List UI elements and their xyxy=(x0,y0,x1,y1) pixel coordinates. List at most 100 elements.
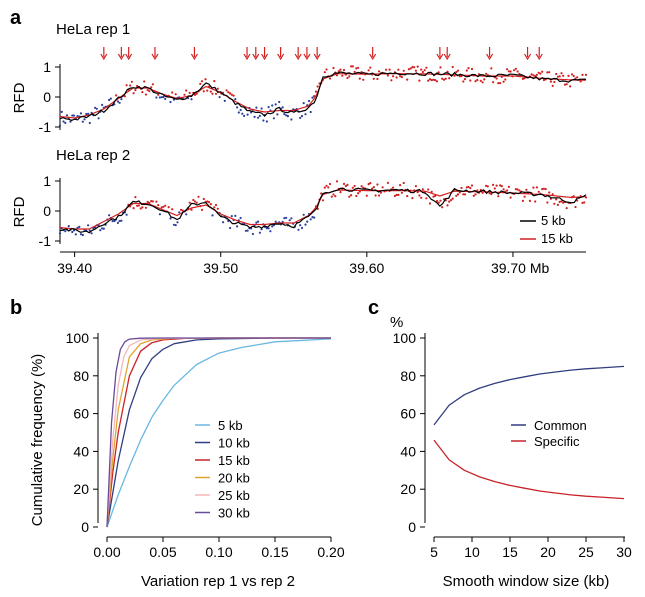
rfd-point xyxy=(234,98,237,101)
rfd-point xyxy=(509,196,512,199)
rep2-plot: HeLa rep 2 RFD -1 0 1 39.40 39.50 39.60 39.70… xyxy=(11,147,588,276)
rfd-point xyxy=(164,97,167,100)
rfd-point xyxy=(197,195,200,198)
rfd-point xyxy=(470,67,474,71)
rfd-point xyxy=(314,90,318,93)
rep1-lines xyxy=(59,71,587,121)
rfd-point xyxy=(467,185,470,189)
rfd-point xyxy=(323,71,326,74)
rfd-point xyxy=(234,214,237,217)
rfd-point xyxy=(469,79,472,82)
rfd-point xyxy=(144,93,147,96)
rfd-point xyxy=(134,196,137,199)
rfd-point xyxy=(541,70,544,73)
rfd-point xyxy=(160,206,163,209)
rfd-point xyxy=(76,115,79,118)
rfd-point xyxy=(556,203,560,206)
x-tick-label: 39.60 xyxy=(349,260,384,276)
rfd-point xyxy=(123,95,126,98)
rfd-point xyxy=(199,82,202,85)
rfd-point xyxy=(285,216,288,219)
rfd-point xyxy=(546,71,549,74)
rfd-point xyxy=(514,188,518,191)
rfd-point xyxy=(479,79,482,82)
rfd-point xyxy=(306,220,309,223)
rfd-point xyxy=(141,91,144,94)
rfd-point xyxy=(222,221,225,224)
origin-arrow-head xyxy=(436,53,444,61)
rfd-point xyxy=(541,188,544,191)
rfd-point xyxy=(271,104,274,107)
rfd-point xyxy=(572,74,575,78)
rfd-point xyxy=(565,83,568,86)
rfd-point xyxy=(232,94,235,97)
legend-label: Common xyxy=(534,418,587,433)
rfd-point xyxy=(437,71,440,74)
rfd-point xyxy=(400,191,403,194)
rfd-point xyxy=(353,70,356,73)
rfd-point xyxy=(386,74,389,77)
rfd-point xyxy=(251,232,254,236)
rfd-point xyxy=(143,80,146,83)
rep1-plot: HeLa rep 1 RFD -1 0 1 xyxy=(11,21,588,135)
rfd-point xyxy=(230,93,233,96)
rfd-point xyxy=(458,75,461,78)
rfd-point xyxy=(434,194,437,197)
y-tick-label: 60 xyxy=(400,406,416,422)
rfd-point xyxy=(406,78,409,81)
rfd-point xyxy=(206,89,209,92)
rfd-point xyxy=(185,89,188,92)
rfd-point xyxy=(190,208,193,211)
legend-label: 25 kb xyxy=(218,488,250,503)
rfd-point xyxy=(486,185,489,188)
rfd-point xyxy=(495,184,498,187)
rfd-point xyxy=(207,201,211,204)
origin-arrow-head xyxy=(535,53,543,61)
rfd-point xyxy=(139,207,142,210)
series-line-15kb xyxy=(59,189,587,230)
origin-arrow-head xyxy=(151,53,159,61)
rfd-point xyxy=(316,85,319,88)
rfd-point xyxy=(414,185,417,188)
rfd-point xyxy=(388,68,391,71)
rfd-point xyxy=(327,186,330,189)
origin-arrow-head xyxy=(486,53,494,61)
rfd-point xyxy=(192,198,195,202)
legend-label: 10 kb xyxy=(218,436,250,451)
x-tick-label: 5 xyxy=(430,544,438,560)
rfd-point xyxy=(395,76,398,79)
rfd-point xyxy=(455,194,458,197)
rfd-point xyxy=(78,225,81,228)
rfd-point xyxy=(162,95,165,99)
rep2-points xyxy=(58,180,588,237)
rfd-point xyxy=(448,77,451,80)
rfd-point xyxy=(101,103,104,106)
rfd-point xyxy=(174,224,177,227)
rfd-point xyxy=(64,230,67,233)
rfd-point xyxy=(437,201,440,204)
rfd-point xyxy=(337,70,340,73)
y-tick-label: 80 xyxy=(73,368,89,384)
rfd-point xyxy=(430,190,433,193)
rfd-point xyxy=(71,230,74,234)
rfd-point xyxy=(116,100,119,103)
rfd-point xyxy=(155,96,158,99)
rfd-point xyxy=(342,68,346,72)
rfd-point xyxy=(362,78,365,81)
rfd-point xyxy=(88,121,91,125)
x-tick-label: 39.50 xyxy=(203,260,238,276)
rfd-point xyxy=(506,189,509,192)
rfd-point xyxy=(58,232,62,235)
rfd-point xyxy=(532,74,535,77)
rfd-point xyxy=(283,217,286,220)
rfd-point xyxy=(521,77,525,80)
rfd-point xyxy=(374,194,377,197)
rfd-point xyxy=(151,200,154,203)
rfd-point xyxy=(125,84,128,87)
rfd-point xyxy=(581,73,584,76)
rfd-point xyxy=(548,191,551,194)
rfd-point xyxy=(563,83,567,86)
origin-arrow-head xyxy=(277,53,285,61)
rfd-point xyxy=(236,225,239,228)
rfd-point xyxy=(141,206,144,209)
